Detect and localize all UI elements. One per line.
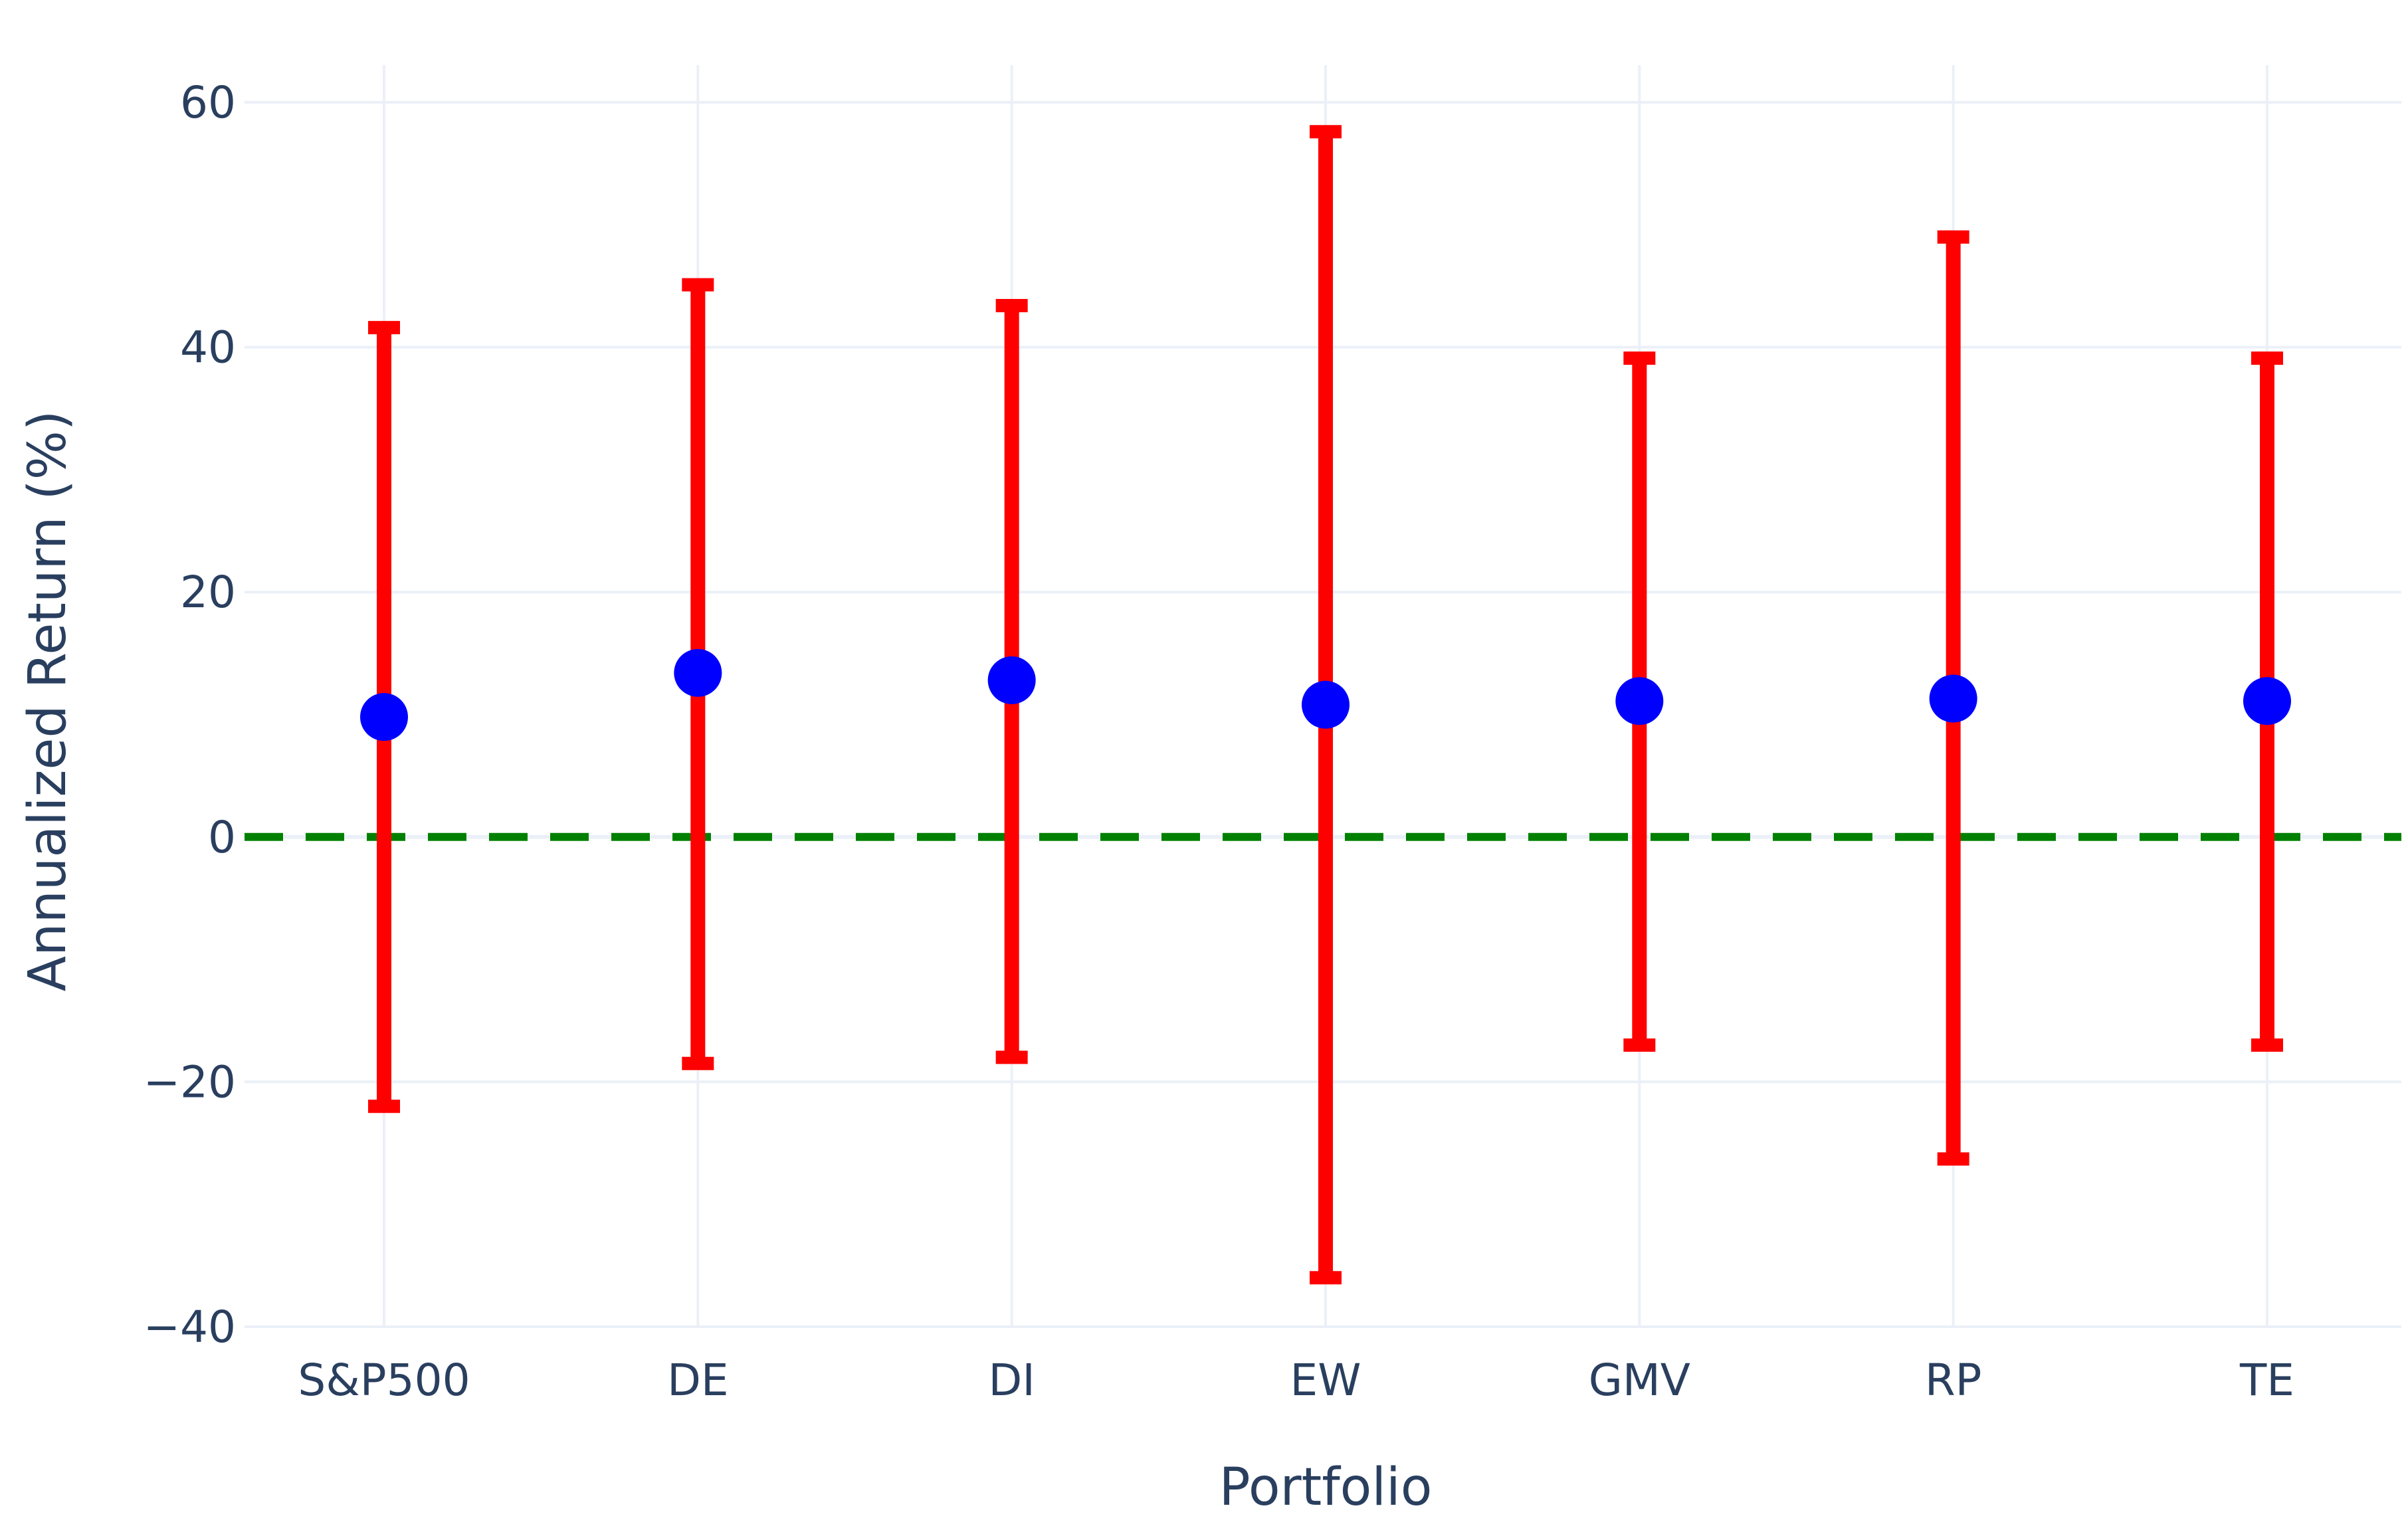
marker-layer <box>360 648 2291 741</box>
x-tick-label: TE <box>2239 1355 2294 1406</box>
x-tick-label: GMV <box>1589 1355 1690 1406</box>
x-axis-title: Portfolio <box>1219 1458 1433 1517</box>
x-tick-label: S&P500 <box>298 1355 470 1406</box>
data-point <box>987 656 1036 704</box>
x-tick-label: EW <box>1290 1355 1361 1406</box>
y-tick-label: 20 <box>180 567 236 618</box>
y-tick-label: 60 <box>180 77 236 128</box>
y-tick-label: 0 <box>208 812 236 863</box>
y-axis-title: Annualized Return (%) <box>18 411 78 992</box>
y-tick-label: −20 <box>144 1056 236 1107</box>
data-point <box>1615 677 1664 725</box>
y-tick-label: −40 <box>144 1301 236 1353</box>
data-point <box>1929 674 1977 723</box>
x-tick-label: DE <box>667 1355 729 1406</box>
data-point <box>360 693 408 741</box>
data-point <box>1302 680 1350 729</box>
x-tick-label: DI <box>989 1355 1035 1406</box>
tick-label-layer: 60 40 20 0 −20 −40 S&P500 DE DI EW GMV RP TE <box>144 77 2294 1406</box>
data-point <box>2243 677 2291 725</box>
data-point <box>674 648 722 697</box>
x-tick-label: RP <box>1925 1355 1982 1406</box>
y-tick-label: 40 <box>180 322 236 373</box>
